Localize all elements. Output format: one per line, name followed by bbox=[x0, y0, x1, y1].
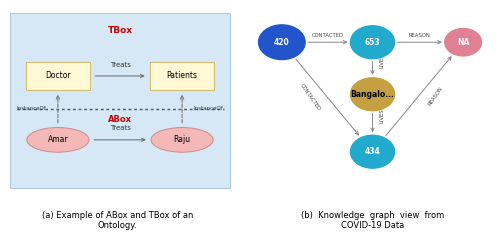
Circle shape bbox=[350, 135, 395, 168]
Text: ABox: ABox bbox=[108, 115, 132, 124]
Text: Patients: Patients bbox=[166, 71, 198, 80]
Text: InstanceOf: InstanceOf bbox=[16, 106, 46, 111]
Text: Bangalo...: Bangalo... bbox=[350, 90, 395, 99]
Circle shape bbox=[350, 78, 395, 111]
Text: InstanceOf: InstanceOf bbox=[194, 106, 224, 111]
Text: Doctor: Doctor bbox=[45, 71, 70, 80]
Text: REASON: REASON bbox=[428, 85, 444, 106]
Text: LIVES: LIVES bbox=[380, 54, 385, 68]
Text: CONTACTED: CONTACTED bbox=[299, 83, 322, 112]
Text: 420: 420 bbox=[274, 38, 289, 47]
Text: Amar: Amar bbox=[48, 135, 68, 144]
Text: Treats: Treats bbox=[110, 125, 130, 131]
Ellipse shape bbox=[27, 128, 89, 152]
Text: 434: 434 bbox=[364, 147, 380, 156]
Text: TBox: TBox bbox=[108, 26, 132, 35]
Text: Raju: Raju bbox=[174, 135, 190, 144]
Text: REASON: REASON bbox=[409, 33, 430, 38]
FancyBboxPatch shape bbox=[10, 13, 230, 188]
FancyBboxPatch shape bbox=[26, 62, 90, 90]
Text: 653: 653 bbox=[364, 38, 380, 47]
Text: (b)  Knowledge  graph  view  from
COVID-19 Data: (b) Knowledge graph view from COVID-19 D… bbox=[301, 211, 444, 230]
Text: (a) Example of ABox and TBox of an
Ontology.: (a) Example of ABox and TBox of an Ontol… bbox=[42, 211, 193, 230]
Text: Treats: Treats bbox=[110, 62, 130, 68]
Ellipse shape bbox=[151, 128, 213, 152]
Text: NA: NA bbox=[457, 38, 469, 47]
Text: CONTACTED: CONTACTED bbox=[312, 33, 344, 38]
Circle shape bbox=[350, 26, 395, 59]
Text: LIVES: LIVES bbox=[380, 108, 385, 123]
Circle shape bbox=[445, 29, 482, 56]
Circle shape bbox=[258, 25, 305, 59]
FancyBboxPatch shape bbox=[150, 62, 214, 90]
